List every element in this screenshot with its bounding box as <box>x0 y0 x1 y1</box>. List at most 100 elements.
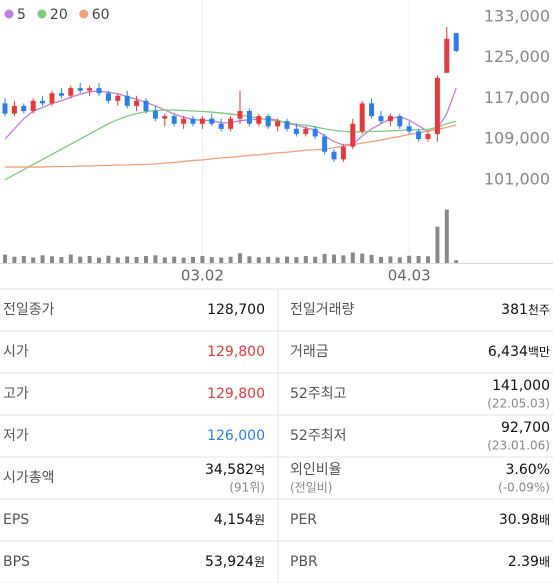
volume-bar <box>285 256 289 263</box>
volume-bar <box>40 255 45 263</box>
cell-label: 시가 <box>3 344 29 360</box>
cell-sub: (23.01.06) <box>487 439 550 453</box>
candle-body <box>265 116 271 127</box>
cell-value: 381천주 <box>501 302 550 319</box>
volume-bar <box>238 253 242 263</box>
candle-body <box>275 121 281 127</box>
candle-body <box>434 77 440 134</box>
legend-label: 20 <box>50 7 68 23</box>
candle-body <box>11 105 17 114</box>
value-text: 129,800 <box>207 386 265 402</box>
volume-bar <box>68 254 73 263</box>
volume-bar <box>172 256 177 263</box>
volume-bar <box>228 256 233 263</box>
cell-value: 2.39배 <box>508 554 550 570</box>
volume-bar <box>388 256 393 263</box>
value-unit: 원 <box>254 513 265 527</box>
candle-body <box>397 116 403 127</box>
value-text: 3.60% <box>506 462 550 478</box>
volume-bar <box>454 260 459 263</box>
candle-body <box>303 128 309 134</box>
candle-body <box>96 88 102 94</box>
volume-bar <box>313 256 318 263</box>
candle-body <box>246 111 252 124</box>
candle-body <box>209 118 215 124</box>
candle-body <box>77 88 83 91</box>
volume-bar <box>275 257 280 263</box>
volume-bar <box>191 256 195 263</box>
candle-body <box>444 38 450 73</box>
value-text: 34,582 <box>205 462 254 478</box>
candle-body <box>322 136 328 152</box>
volume-bar <box>341 255 346 263</box>
cell-value: 126,000 <box>207 428 265 444</box>
value-text: 129,800 <box>207 344 265 360</box>
candle-body <box>359 103 365 132</box>
candle-body <box>312 128 318 137</box>
volume-bar <box>21 256 26 263</box>
value-unit: 배 <box>539 513 550 527</box>
volume-bar <box>78 256 83 263</box>
candle-body <box>256 116 262 124</box>
value-text: 6,434 <box>488 344 528 360</box>
candle-body <box>40 100 46 104</box>
cell-sub: (91위) <box>229 481 265 495</box>
volume-bar <box>153 255 158 263</box>
cell-value: 4,154원 <box>214 512 265 528</box>
cell-label: 52주최고 <box>290 386 347 402</box>
legend-swatch <box>37 9 47 19</box>
volume-bar <box>397 257 402 263</box>
cell-value: 141,000 <box>492 378 550 394</box>
volume-bar <box>106 255 111 263</box>
candle-body <box>2 103 8 114</box>
volume-bar <box>3 254 7 263</box>
volume-bar <box>134 256 139 263</box>
y-tick-label: 125,000 <box>484 47 550 66</box>
cell-value: 92,700 <box>501 420 550 436</box>
volume-bar <box>256 257 261 263</box>
candle-body <box>87 88 93 91</box>
value-unit: 원 <box>254 555 265 569</box>
candle-body <box>68 88 74 96</box>
y-tick-label: 133,000 <box>484 6 550 25</box>
candle-body <box>105 93 111 101</box>
candle-body <box>134 100 140 106</box>
candle-body <box>378 116 384 122</box>
cell-label: BPS <box>3 554 30 570</box>
volume-bar <box>200 256 205 263</box>
candle-body <box>453 33 459 51</box>
volume-bar <box>426 256 430 263</box>
volume-bar <box>87 256 92 263</box>
candle-body <box>171 116 177 124</box>
candle-body <box>293 128 299 134</box>
cell-value: 129,800 <box>207 386 265 402</box>
candle-body <box>143 100 149 112</box>
volume-bar <box>115 257 120 263</box>
cell-sub: (-0.09%) <box>498 481 550 495</box>
cell-label: 외인비율 <box>290 462 342 478</box>
value-text: 141,000 <box>492 378 550 394</box>
value-text: 53,924 <box>205 554 254 570</box>
cell-value: 34,582억 <box>205 462 265 478</box>
legend-swatch <box>79 9 89 19</box>
x-tick-label: 03.02 <box>181 267 224 285</box>
candle-body <box>425 133 431 140</box>
candle-body <box>331 151 337 160</box>
cell-label: 고가 <box>3 386 29 402</box>
candle-body <box>218 123 224 129</box>
value-text: 381 <box>501 302 528 318</box>
volume-bar <box>59 257 64 263</box>
candle-body <box>387 116 393 122</box>
x-tick-label: 04.03 <box>388 267 431 285</box>
legend-swatch <box>4 9 14 19</box>
volume-bar <box>416 256 421 263</box>
candle-body <box>49 93 55 104</box>
candle-body <box>115 95 121 101</box>
cell-label: 전일거래량 <box>290 302 355 318</box>
volume-bar <box>332 254 336 263</box>
volume-bar <box>379 256 383 263</box>
candle-body <box>30 100 36 112</box>
cell-value: 128,700 <box>207 302 265 318</box>
cell-label: 전일종가 <box>3 302 55 318</box>
